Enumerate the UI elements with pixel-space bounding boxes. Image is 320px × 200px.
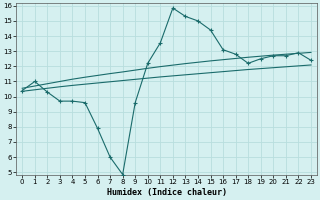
X-axis label: Humidex (Indice chaleur): Humidex (Indice chaleur) (107, 188, 227, 197)
